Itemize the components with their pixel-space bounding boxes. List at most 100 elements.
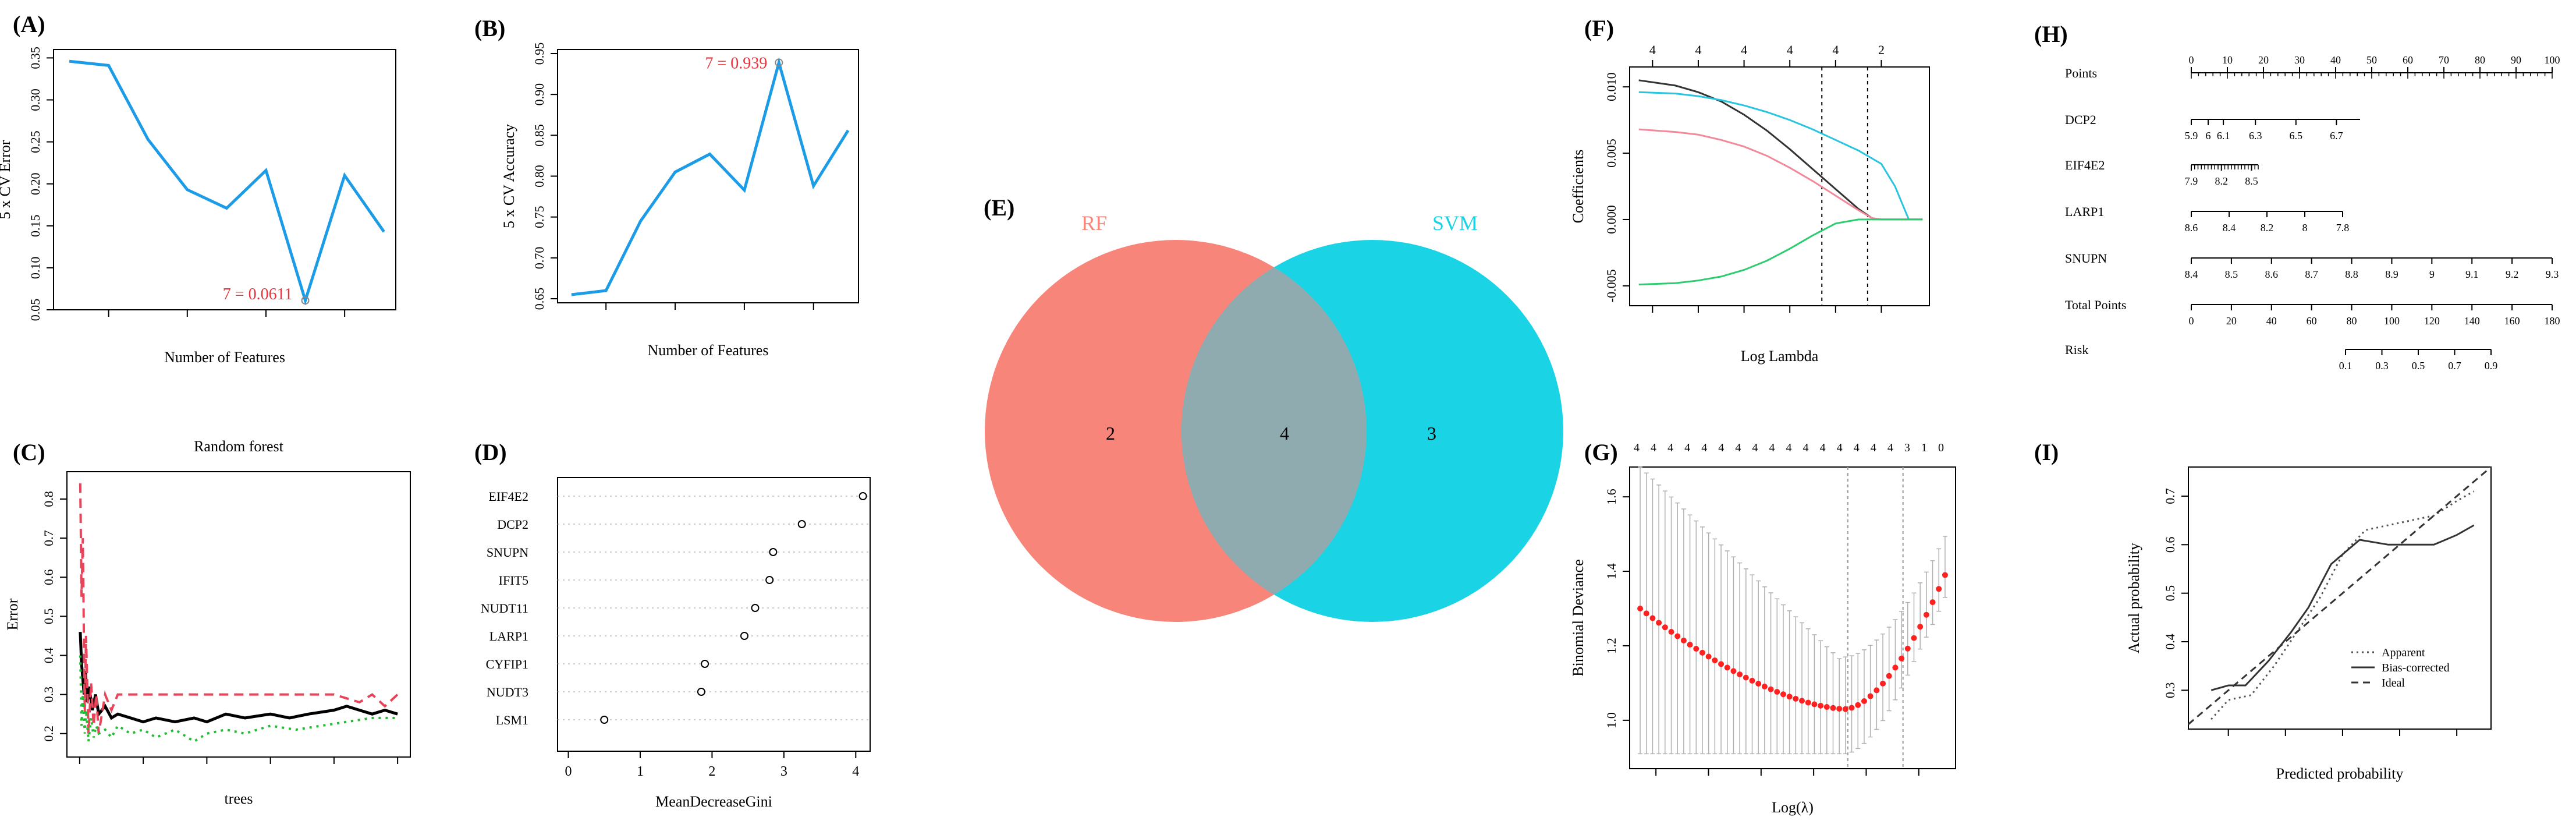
- nomogram-row-label: Total Points: [2065, 298, 2126, 312]
- deviance-point: [1867, 693, 1874, 699]
- y-tick-label: 0.20: [28, 172, 42, 195]
- plot-frame: [557, 49, 859, 303]
- y-tick-label: 0.15: [28, 215, 42, 238]
- y-tick-label: 0.85: [532, 124, 547, 147]
- gini-point: [765, 576, 774, 584]
- nomogram-tick-label: 7.9: [2185, 175, 2198, 187]
- top-tick-label: 4: [1695, 43, 1701, 57]
- top-tick-label: 4: [1786, 441, 1792, 454]
- top-tick-label: 4: [1769, 441, 1775, 454]
- gini-point: [858, 492, 867, 500]
- deviance-point: [1743, 674, 1749, 681]
- y-tick-label: 0.000: [1604, 205, 1619, 234]
- deviance-point: [1780, 691, 1786, 698]
- top-tick-label: 4: [1684, 441, 1690, 454]
- nomogram-tick-label: 90: [2511, 54, 2521, 66]
- deviance-point: [1836, 706, 1843, 712]
- variable-label: IFIT5: [499, 573, 528, 588]
- gini-point: [769, 548, 778, 556]
- top-tick-label: 4: [1803, 441, 1809, 454]
- nomogram-tick-label: 8.6: [2265, 268, 2279, 280]
- top-tick-label: 4: [1741, 43, 1747, 57]
- x-tick-label: 3: [780, 764, 787, 779]
- panel-label-d: (D): [474, 439, 507, 465]
- panel-b-svm-accuracy-chart: 0.65 0.70 0.75 0.80 0.85 0.90 0.95 Number of Fe…: [501, 43, 859, 359]
- variable-label: NUDT11: [481, 601, 528, 616]
- error-series-dashed: [79, 483, 399, 734]
- top-tick-label: 4: [1854, 441, 1860, 454]
- nomogram-tick-label: 6.3: [2249, 130, 2262, 142]
- venn-count-svm-only: 3: [1427, 423, 1436, 444]
- deviance-point: [1848, 705, 1855, 711]
- top-tick-label: 4: [1649, 43, 1656, 57]
- panel-f-lasso-coefficients-chart: -0.005 0.000 0.005 0.010 Log Lambda Coefficie…: [1570, 43, 1930, 365]
- y-axis-label: 5 x CV Error: [0, 140, 13, 219]
- plot-frame: [2188, 466, 2492, 730]
- nomogram-tick-label: 180: [2545, 315, 2560, 327]
- deviance-point: [1637, 606, 1644, 612]
- panel-c-random-forest-chart: 0.2 0.3 0.4 0.5 0.6 0.7 0.8 trees Error Random fo…: [4, 438, 411, 807]
- nomogram-tick-label: 100: [2384, 315, 2400, 327]
- coefficient-path: [1638, 218, 1923, 286]
- y-axis-label: Coefficients: [1570, 150, 1587, 224]
- top-tick-label: 4: [1752, 441, 1758, 454]
- top-tick-label: 4: [1837, 441, 1843, 454]
- panel-a-rfe-error-chart: 0.05 0.10 0.15 0.20 0.25 0.30 0.35 Number of Fe…: [0, 47, 396, 366]
- y-tick-label: 0.5: [41, 609, 56, 625]
- panel-label-b: (B): [474, 15, 505, 41]
- gini-point: [600, 716, 609, 724]
- nomogram-tick-label: 40: [2330, 54, 2341, 66]
- deviance-point: [1749, 677, 1755, 684]
- nomogram-tick-label: 8.2: [2215, 175, 2229, 187]
- panel-label-h: (H): [2034, 21, 2068, 47]
- min-annotation: 7 = 0.0611: [223, 285, 293, 303]
- y-tick-label: 0.90: [532, 83, 547, 106]
- cv-accuracy-line: [571, 57, 850, 296]
- y-tick-label: 0.7: [2163, 488, 2177, 504]
- y-axis-label: 5 x CV Accuracy: [501, 124, 517, 228]
- y-tick-label: 0.010: [1604, 72, 1619, 101]
- deviance-point: [1799, 698, 1805, 704]
- nomogram-tick-label: 50: [2366, 54, 2377, 66]
- variable-label: NUDT3: [487, 685, 528, 699]
- gini-point: [751, 604, 760, 612]
- nomogram-tick-label: 0.9: [2485, 360, 2498, 372]
- nomogram-tick-label: 140: [2464, 315, 2480, 327]
- y-tick-label: 0.80: [532, 165, 547, 188]
- y-tick-label: 0.3: [41, 687, 56, 703]
- venn-count-intersection: 4: [1280, 423, 1289, 444]
- legend-label: Apparent: [2382, 646, 2425, 659]
- deviance-point: [1718, 661, 1725, 667]
- nomogram-tick-label: 100: [2545, 54, 2560, 66]
- deviance-point: [1823, 704, 1830, 710]
- coefficient-path: [1638, 91, 1923, 221]
- panel-e-venn-diagram: RF SVM 2 4 3: [985, 211, 1563, 622]
- deviance-point: [1904, 645, 1911, 652]
- nomogram-tick-label: 20: [2226, 315, 2237, 327]
- top-tick-label: 4: [1871, 441, 1876, 454]
- deviance-point: [1830, 705, 1836, 711]
- calibration-bias-corrected-line: [2210, 524, 2475, 691]
- nomogram-row-label: DCP2: [2065, 112, 2096, 127]
- deviance-point: [1693, 646, 1699, 652]
- panel-label-g-text: (G): [1584, 439, 1618, 465]
- variable-label: EIF4E2: [489, 489, 528, 504]
- nomogram-tick-label: 20: [2258, 54, 2269, 66]
- top-tick-label: 4: [1887, 441, 1893, 454]
- top-tick-label: 4: [1735, 441, 1741, 454]
- deviance-point: [1674, 633, 1681, 639]
- nomogram-row-label: LARP1: [2065, 204, 2104, 219]
- y-tick-label: 0.3: [2163, 682, 2177, 699]
- deviance-point: [1923, 611, 1929, 618]
- x-tick-label: 4: [852, 764, 859, 779]
- y-tick-label: 0.6: [2163, 537, 2177, 553]
- nomogram-tick-label: 8: [2302, 222, 2308, 234]
- nomogram-tick-label: 6: [2206, 130, 2211, 142]
- top-tick-label: 1: [1921, 441, 1927, 454]
- variable-label: SNUPN: [487, 545, 528, 560]
- gini-point: [697, 688, 705, 696]
- panel-label-a: (A): [13, 11, 45, 37]
- variable-label: LARP1: [489, 629, 528, 643]
